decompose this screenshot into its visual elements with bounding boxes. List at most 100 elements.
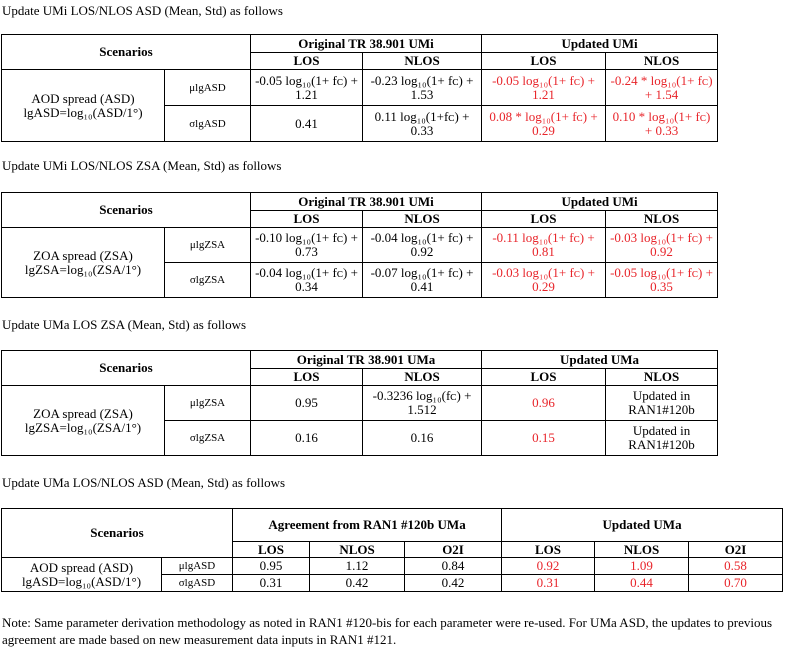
parameter-name: AOD spread (ASD) xyxy=(31,90,135,106)
scenarios-header: Scenarios xyxy=(0,508,234,558)
column-header: LOS xyxy=(481,368,607,386)
value-cell: 0.42 xyxy=(404,574,503,592)
table-header-row: Scenarios Original TR 38.901 UMa Updated U… xyxy=(0,350,719,386)
value-cell: -0.03 log₁₀(1+ fᴄ) + 0.29 xyxy=(481,262,607,298)
scenarios-header: Scenarios xyxy=(0,350,252,386)
value-cell: 0.42 xyxy=(309,574,406,592)
parameter-definition: lgZSA=log₁₀(ZSA/1°) xyxy=(24,261,142,277)
statistic-symbol: μlgASD xyxy=(163,69,252,106)
table-row: σlgASD 0.31 0.42 0.42 0.31 0.44 0.70 xyxy=(2,574,784,592)
value-cell: 0.44 xyxy=(594,574,690,592)
table-row: ZOA spread (ZSA) lgZSA=log₁₀(ZSA/1°) μlgZS… xyxy=(1,385,719,456)
value-cell: -0.03 log₁₀(1+ fᴄ) + 0.92 xyxy=(605,227,719,263)
updated-group-header: Updated UMi xyxy=(481,192,719,211)
parameter-table: Scenarios Original TR 38.901 UMa Updated U… xyxy=(0,350,719,456)
value-cell: 1.09 xyxy=(594,557,690,575)
parameter-label: AOD spread (ASD) lgASD=log₁₀(ASD/1°) xyxy=(1,557,162,592)
value-cell: -0.11 log₁₀(1+ fᴄ) + 0.81 xyxy=(481,227,607,263)
table-row: σlgASD 0.41 0.11 log₁₀(1+fᴄ) + 0.33 0.08 * … xyxy=(2,105,719,142)
statistic-symbol: μlgZSA xyxy=(163,227,252,263)
value-cell: 0.41 xyxy=(250,105,364,142)
statistic-symbol: μlgZSA xyxy=(163,385,252,421)
column-header: LOS xyxy=(250,368,364,386)
section-heading: Update UMa LOS/NLOS ASD (Mean, Std) as f… xyxy=(2,475,286,490)
value-cell: -0.10 log₁₀(1+ fᴄ) + 0.73 xyxy=(250,227,364,263)
value-cell: -0.3236 log₁₀(fᴄ) + 1.512 xyxy=(362,385,483,421)
parameter-label: ZOA spread (ZSA) lgZSA=log₁₀(ZSA/1°) xyxy=(1,227,165,298)
column-header: NLOS xyxy=(605,52,719,70)
table-header-row: LOS NLOS LOS NLOS xyxy=(2,52,719,70)
column-header: NLOS xyxy=(594,541,690,558)
scenarios-header: Scenarios xyxy=(0,192,252,228)
column-header: NLOS xyxy=(362,368,483,386)
original-group-header: Original TR 38.901 UMi xyxy=(250,34,483,53)
section-heading: Update UMi LOS/NLOS ASD (Mean, Std) as f… xyxy=(2,3,283,18)
value-cell: 1.12 xyxy=(309,557,406,575)
column-header: NLOS xyxy=(605,210,719,228)
value-cell: -0.05 log₁₀(1+ fᴄ) + 1.21 xyxy=(481,69,607,106)
section-heading: Update UMi LOS/NLOS ZSA (Mean, Std) as f… xyxy=(2,158,282,173)
statistic-symbol: μlgASD xyxy=(160,557,234,575)
value-cell: 0.16 xyxy=(250,420,364,456)
value-cell: 0.10 * log₁₀(1+ fᴄ) + 0.33 xyxy=(605,105,719,142)
updated-group-header: Updated UMi xyxy=(481,34,719,53)
value-cell: 0.31 xyxy=(501,574,596,592)
value-cell: Updated in RAN1#120b xyxy=(605,385,719,421)
value-cell: -0.07 log₁₀(1+ fᴄ) + 0.41 xyxy=(362,262,483,298)
statistic-symbol: σlgASD xyxy=(160,574,234,592)
value-cell: 0.96 xyxy=(481,385,607,421)
parameter-name: ZOA spread (ZSA) xyxy=(33,247,133,263)
value-cell: -0.23 log₁₀(1+ fᴄ) + 1.53 xyxy=(362,69,483,106)
value-cell: 0.95 xyxy=(232,557,311,575)
value-cell: -0.05 log₁₀(1+ fᴄ) + 0.35 xyxy=(605,262,719,298)
footnote: Note: Same parameter derivation methodol… xyxy=(2,615,773,647)
section-heading: Update UMa LOS ZSA (Mean, Std) as follow… xyxy=(2,317,247,332)
original-group-header: Original TR 38.901 UMi xyxy=(250,192,483,211)
column-header: LOS xyxy=(501,541,596,558)
column-header: LOS xyxy=(250,52,364,70)
parameter-table: Scenarios Original TR 38.901 UMi Updated U… xyxy=(0,192,719,298)
table-row: σlgZSA 0.16 0.16 0.15 Updated in RAN1#120b xyxy=(2,420,719,456)
column-header: NLOS xyxy=(362,210,483,228)
value-cell: -0.04 log₁₀(1+ fᴄ) + 0.92 xyxy=(362,227,483,263)
value-cell: 0.15 xyxy=(481,420,607,456)
column-header: O2I xyxy=(404,541,503,558)
column-header: LOS xyxy=(481,52,607,70)
value-cell: 0.08 * log₁₀(1+ fᴄ) + 0.29 xyxy=(481,105,607,142)
value-cell: 0.16 xyxy=(362,420,483,456)
scenarios-header: Scenarios xyxy=(0,34,252,70)
table-header-row: Scenarios Agreement from RAN1 #120b UMa Up… xyxy=(0,508,784,558)
parameter-definition: lgASD=log₁₀(ASD/1°) xyxy=(21,573,142,589)
table-row: AOD spread (ASD) lgASD=log₁₀(ASD/1°) μlgAS… xyxy=(1,557,784,592)
updated-group-header: Updated UMa xyxy=(501,508,784,542)
parameter-table: Scenarios Original TR 38.901 UMi Updated U… xyxy=(0,34,719,142)
value-cell: 0.95 xyxy=(250,385,364,421)
value-cell: Updated in RAN1#120b xyxy=(605,420,719,456)
value-cell: 0.31 xyxy=(232,574,311,592)
table-header-row: LOS NLOS LOS NLOS xyxy=(2,368,719,386)
table-header-row: Scenarios Original TR 38.901 UMi Updated U… xyxy=(0,192,719,228)
value-cell: 0.58 xyxy=(688,557,784,575)
parameter-label: AOD spread (ASD) lgASD=log₁₀(ASD/1°) xyxy=(1,69,165,142)
parameter-name: ZOA spread (ZSA) xyxy=(33,405,133,421)
parameter-label: ZOA spread (ZSA) lgZSA=log₁₀(ZSA/1°) xyxy=(1,385,165,456)
updated-group-header: Updated UMa xyxy=(481,350,719,369)
parameter-name: AOD spread (ASD) xyxy=(29,559,134,575)
statistic-symbol: σlgASD xyxy=(163,105,252,142)
column-header: LOS xyxy=(232,541,311,558)
original-group-header: Original TR 38.901 UMa xyxy=(250,350,483,369)
column-header: LOS xyxy=(481,210,607,228)
column-header: O2I xyxy=(688,541,784,558)
column-header: NLOS xyxy=(309,541,406,558)
parameter-definition: lgASD=log₁₀(ASD/1°) xyxy=(23,104,143,120)
value-cell: -0.04 log₁₀(1+ fᴄ) + 0.34 xyxy=(250,262,364,298)
parameter-table: Scenarios Agreement from RAN1 #120b UMa Up… xyxy=(0,508,784,592)
table-row: ZOA spread (ZSA) lgZSA=log₁₀(ZSA/1°) μlgZS… xyxy=(1,227,719,298)
value-cell: 0.92 xyxy=(501,557,596,575)
statistic-symbol: σlgZSA xyxy=(163,420,252,456)
parameter-definition: lgZSA=log₁₀(ZSA/1°) xyxy=(24,419,142,435)
column-header: NLOS xyxy=(605,368,719,386)
value-cell: 0.84 xyxy=(404,557,503,575)
table-row: AOD spread (ASD) lgASD=log₁₀(ASD/1°) μlgAS… xyxy=(1,69,719,142)
table-header-row: Scenarios Original TR 38.901 UMi Updated U… xyxy=(0,34,719,70)
